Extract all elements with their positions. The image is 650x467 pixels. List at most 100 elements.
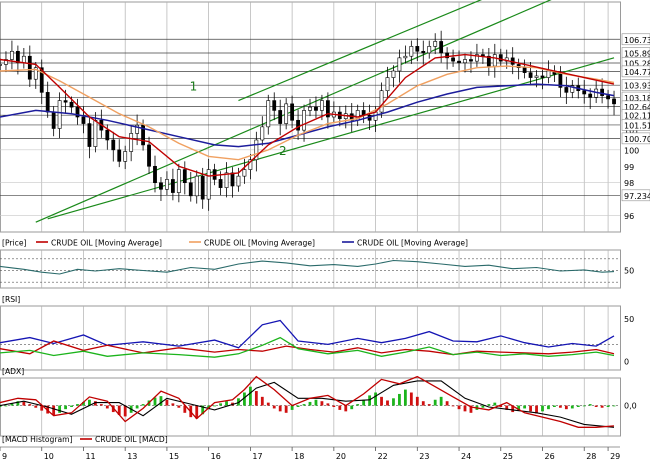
panel-adx	[0, 305, 621, 371]
price-candle-body	[15, 50, 20, 64]
price-axis-label: 97.234	[624, 192, 650, 201]
macd-histogram-bar	[398, 393, 401, 406]
macd-histogram-bar	[153, 397, 157, 406]
legend-label: CRUDE OIL [Moving Average]	[204, 239, 315, 248]
macd-histogram-bar	[326, 403, 330, 406]
price-candle-body	[475, 54, 479, 62]
price-candle-body	[39, 67, 44, 93]
macd-histogram-bar	[386, 400, 389, 406]
macd-histogram-bar	[433, 399, 437, 406]
price-candle-body	[582, 90, 587, 95]
price-label-box	[621, 33, 650, 46]
macd-histogram-bar	[314, 399, 318, 406]
macd-histogram-bar	[594, 405, 598, 407]
price-candle-body	[182, 169, 187, 184]
price-candle-body	[123, 151, 128, 162]
price-label-box	[621, 189, 650, 202]
price-axis-label: 106.732	[624, 36, 650, 45]
adx-plot: 50 0 [ADX]	[0, 315, 634, 376]
price-candle-body	[212, 169, 217, 180]
price-label-box	[621, 79, 650, 91]
rsi-axis-label: 50	[624, 266, 634, 275]
macd-histogram-bar	[451, 405, 455, 407]
price-axis-label: 98	[624, 179, 634, 188]
ma-fast-line	[0, 53, 615, 177]
price-candle-body	[153, 165, 157, 184]
macd-histogram-bar	[499, 405, 503, 407]
price-candle-body	[170, 179, 175, 193]
macd-histogram-bar	[380, 396, 383, 406]
price-candle-body	[612, 98, 616, 105]
price-candle-body	[45, 92, 50, 113]
price-candle-body	[570, 85, 575, 93]
price-candle-body	[159, 182, 163, 190]
price-candle-body	[194, 175, 199, 197]
macd-axis-label: 0,0	[624, 402, 637, 411]
price-axis-label: 100	[624, 146, 639, 155]
macd-histogram-bar	[105, 405, 109, 409]
panel-frame	[0, 377, 621, 437]
price-candle-body	[69, 101, 74, 108]
macd-histogram-bar	[159, 396, 163, 406]
legend-label: CRUDE OIL [MACD]	[95, 435, 168, 444]
price-candle-body	[540, 75, 545, 78]
date-tick-label: 29	[610, 452, 620, 461]
macd-histogram-bar	[481, 405, 485, 408]
price-candle-body	[421, 50, 426, 54]
macd-histogram-bar	[344, 405, 348, 412]
price-candle-body	[391, 70, 396, 78]
macd-histogram-bar	[600, 405, 604, 408]
price-candle-body	[63, 100, 68, 103]
macd-histogram-bar	[302, 404, 306, 406]
price-candle-body	[218, 179, 223, 188]
macd-histogram-bar	[606, 405, 610, 407]
macd-histogram-bar	[40, 405, 44, 411]
macd-histogram-bar	[350, 405, 354, 410]
macd-histogram-bar	[612, 405, 616, 407]
date-tick-label: 20	[336, 452, 346, 461]
price-label-box	[621, 65, 650, 78]
price-candle-body	[385, 77, 390, 92]
macd-histogram-bar	[0, 405, 2, 407]
price-candle-body	[451, 57, 455, 62]
price-candle-body	[200, 175, 205, 200]
macd-histogram-bar	[403, 389, 407, 406]
date-tick-label: 23	[419, 452, 429, 461]
macd-histogram-bar	[248, 386, 252, 406]
macd-histogram-bar	[338, 405, 342, 410]
macd-histogram-bar	[64, 405, 67, 410]
macd-histogram-bar	[409, 392, 413, 406]
price-candle-body	[498, 54, 503, 62]
macd-histogram-bar	[415, 396, 419, 406]
price-candle-body	[87, 123, 92, 147]
legend-label: CRUDE OIL [Moving Average]	[51, 239, 162, 248]
macd-histogram-bar	[362, 399, 366, 406]
price-label-box	[621, 132, 650, 145]
macd-histogram-bar	[564, 405, 568, 410]
adx-axis-label: 0	[624, 357, 629, 366]
price-candle-body	[320, 100, 324, 111]
price-axis-label: 102.111	[624, 112, 650, 121]
macd-histogram-bar	[195, 405, 199, 419]
price-candle-body	[117, 149, 122, 162]
price-candle-body	[439, 41, 444, 54]
price-candle-body	[308, 106, 312, 111]
macd-histogram-bar	[439, 396, 443, 406]
panel-frame	[0, 305, 621, 371]
macd-histogram-bar	[123, 405, 127, 417]
macd-histogram-bar	[529, 405, 532, 412]
price-candle-body	[248, 159, 253, 170]
macd-histogram-bar	[320, 401, 324, 406]
rsi-plot: 50 [RSI]	[0, 258, 634, 304]
price-candle-body	[600, 88, 605, 96]
date-tick-label: 25	[503, 452, 513, 461]
macd-line	[0, 375, 615, 428]
price-axis-label: 105.287	[624, 59, 650, 68]
price-candle-body	[528, 72, 533, 78]
adx-axis-label: 50	[624, 315, 634, 324]
price-candle-body	[51, 111, 56, 129]
macd-histogram-bar	[4, 405, 8, 407]
macd-histogram-bar	[308, 401, 312, 406]
date-tick-label: 26	[545, 452, 555, 461]
